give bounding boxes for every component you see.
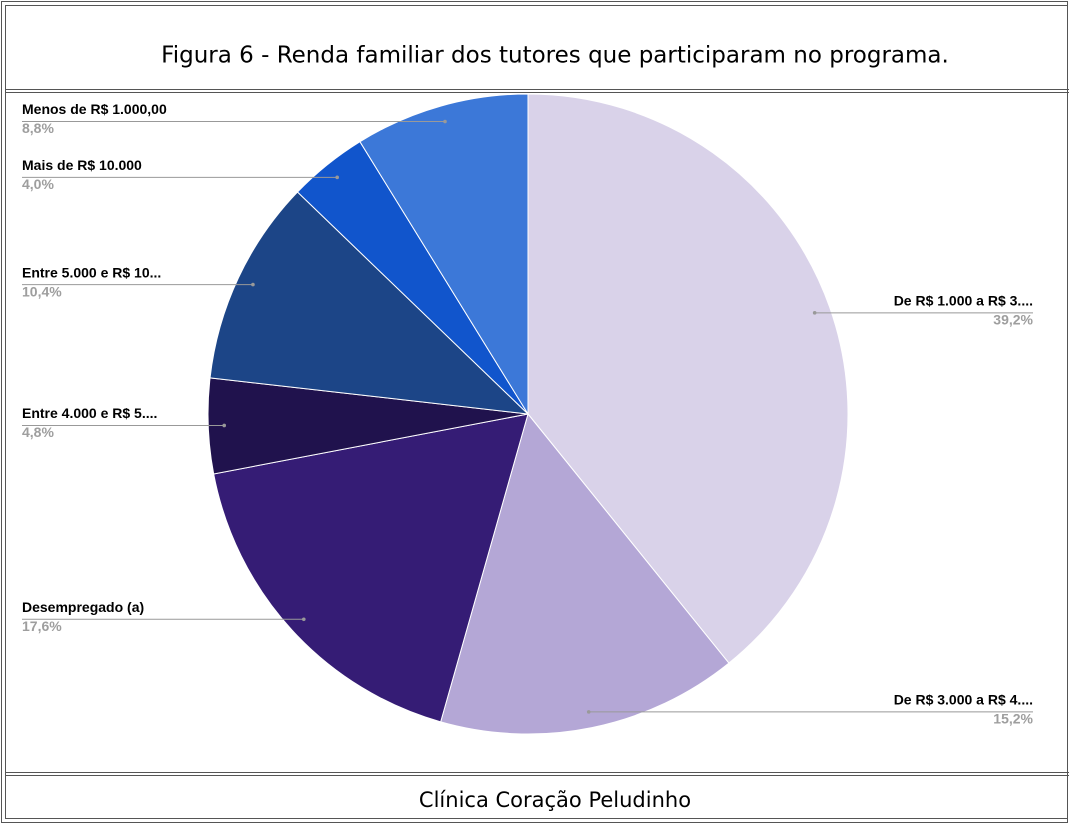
slice-value: 4,8% (22, 424, 54, 440)
slice-value: 8,8% (22, 120, 54, 136)
pie-slice (440, 412, 730, 735)
leader-dot (586, 710, 591, 714)
slice-label: Mais de R$ 10.000 (22, 157, 142, 173)
slice-label: Desempregado (a) (22, 599, 144, 615)
slice-label: Menos de R$ 1.000,00 (22, 101, 167, 117)
slice-value: 17,6% (22, 618, 62, 634)
slice-label: Entre 4.000 e R$ 5.... (22, 405, 157, 421)
pie-slice (213, 413, 529, 723)
pie-slice (209, 191, 530, 415)
leader-dot (335, 175, 339, 180)
leader-dot (222, 423, 227, 428)
leader-dot (301, 617, 306, 622)
leader-dot (443, 119, 447, 124)
chart-title: Figura 6 - Renda familiar dos tutores qu… (161, 43, 949, 69)
footer: Clínica Coração Peludinho (419, 788, 691, 812)
pie-slice (359, 93, 529, 416)
slice-value: 4,0% (22, 176, 54, 192)
inner-border (5, 5, 1068, 819)
leader-dot (251, 282, 255, 287)
slice-label: De R$ 1.000 a R$ 3.... (894, 293, 1033, 309)
slice-value: 15,2% (993, 711, 1033, 727)
leader-dot (812, 311, 817, 315)
pie-slice (527, 93, 849, 664)
slice-value: 10,4% (22, 283, 62, 299)
slice-value: 39,2% (993, 312, 1033, 328)
slice-label: De R$ 3.000 a R$ 4.... (894, 692, 1033, 708)
pie (207, 93, 849, 735)
slice-label: Entre 5.000 e R$ 10... (22, 264, 161, 280)
